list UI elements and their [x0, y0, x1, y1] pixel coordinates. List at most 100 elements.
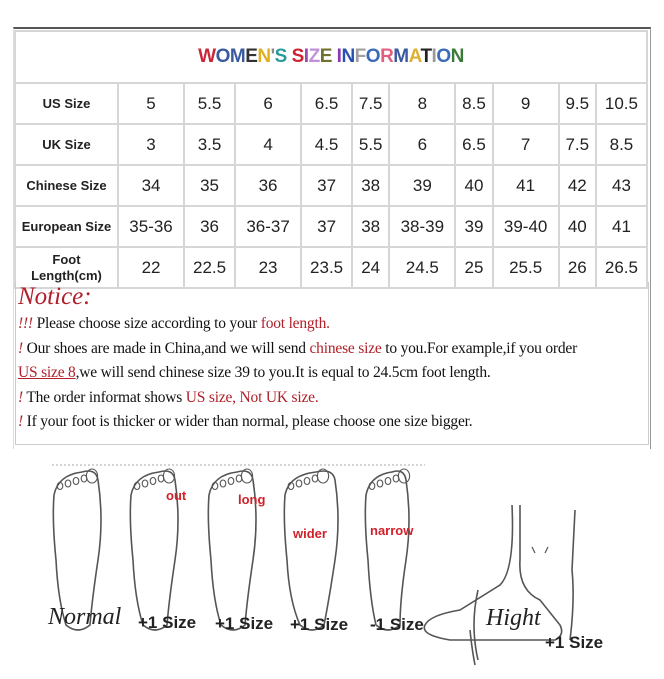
table-cell: 38 [351, 164, 391, 207]
title-letter: N [450, 46, 465, 67]
table-cell: 38 [351, 205, 391, 248]
title-letter: F [354, 46, 367, 67]
row-label: European Size [14, 205, 119, 248]
title-letter: I [336, 46, 342, 67]
table-cell: 39 [388, 164, 457, 207]
notice-heading: Notice: [18, 283, 92, 310]
table-cell: 5.5 [351, 123, 391, 166]
notice-line-1: !!! Please choose size according to your… [18, 315, 330, 332]
table-cell: 6 [234, 82, 303, 125]
table-cell: 3.5 [183, 123, 237, 166]
table-cell: 42 [557, 164, 597, 207]
title-letter: O [215, 46, 231, 67]
table-cell: 39 [454, 205, 494, 248]
table-cell: 40 [454, 164, 494, 207]
table-cell: 24.5 [388, 246, 457, 289]
sole-outline [364, 468, 411, 631]
table-row: UK Size 3 3.5 4 4.5 5.5 6 6.5 7 7.5 8.5 [14, 123, 649, 166]
sole-outline [52, 468, 102, 631]
table-cell: 5 [116, 82, 186, 125]
table-cell: 36 [183, 205, 237, 248]
sole-outline [129, 468, 179, 631]
table-cell: 8.5 [594, 123, 649, 166]
title-letter: T [420, 46, 432, 67]
title-letter: S [291, 46, 305, 67]
table-cell: 7.5 [351, 82, 391, 125]
table-cell: 9.5 [557, 82, 597, 125]
row-label-line: Length(cm) [31, 267, 102, 283]
table-cell: 3 [116, 123, 186, 166]
title-letter: R [380, 46, 394, 67]
tag-wider: wider [293, 526, 327, 541]
table-row: Chinese Size 34 35 36 37 38 39 40 41 42 43 [14, 164, 649, 207]
table-cell: 38-39 [388, 205, 457, 248]
label-out-size: +1 Size [138, 613, 197, 632]
table-cell: 22 [116, 246, 186, 289]
table-cell: 41 [491, 164, 560, 207]
label-narrow-size: -1 Size [370, 615, 424, 634]
table-cell: 26.5 [594, 246, 649, 289]
size-table: WOMEN'S SIZE INFORMATION US Size 5 5.5 6 6.5… [14, 30, 649, 289]
table-cell: 26 [557, 246, 597, 289]
label-hight-size: +1 Size [545, 633, 604, 652]
notice-line-4: ! The order informat shows US size, Not … [18, 388, 319, 406]
title-letter: O [436, 46, 451, 67]
sole-outline [207, 468, 257, 631]
notice-section: Notice: !!! Please choose size according… [15, 282, 649, 445]
table-cell: 9 [491, 82, 560, 125]
row-label: US Size [14, 82, 119, 125]
table-cell: 10.5 [594, 82, 649, 125]
title-letter: Z [308, 46, 321, 67]
label-long-size: +1 Size [215, 614, 274, 633]
chart-title: WOMEN'S SIZE INFORMATION [14, 30, 648, 84]
table-cell: 34 [116, 164, 186, 207]
title-letter: N [257, 46, 271, 67]
notice-line-5: ! If your foot is thicker or wider than … [18, 413, 473, 430]
table-cell: 37 [300, 205, 354, 248]
table-cell: 39-40 [491, 205, 560, 248]
table-cell: 6 [388, 123, 457, 166]
table-cell: 43 [594, 164, 649, 207]
tag-out: out [166, 488, 187, 503]
table-cell: 23.5 [300, 246, 354, 289]
side-foot-icon [423, 504, 576, 666]
title-letter: E [245, 46, 258, 67]
table-cell: 4 [234, 123, 303, 166]
table-cell: 23 [234, 246, 303, 289]
title-letter: S [274, 46, 288, 67]
table-cell: 6.5 [300, 82, 354, 125]
table-cell: 25 [454, 246, 494, 289]
tag-narrow: narrow [370, 523, 414, 538]
table-row: European Size 35-36 36 36-37 37 38 38-39 39 39-4… [14, 205, 649, 248]
table-cell: 35 [183, 164, 237, 207]
title-letter: E [319, 46, 333, 67]
title-letter: I [303, 46, 309, 67]
table-cell: 5.5 [183, 82, 237, 125]
size-chart-frame [13, 27, 651, 449]
table-cell: 36-37 [234, 205, 303, 248]
title-letter: I [431, 46, 437, 67]
row-label: Foot Length(cm) [14, 246, 119, 289]
title-letter: A [408, 46, 421, 67]
row-label: UK Size [14, 123, 119, 166]
title-letter: M [229, 46, 246, 67]
table-cell: 40 [557, 205, 597, 248]
table-cell: 8.5 [454, 82, 494, 125]
foot-shape-illustration [52, 464, 576, 666]
table-cell: 4.5 [300, 123, 354, 166]
table-cell: 36 [234, 164, 303, 207]
title-letter: M [393, 46, 409, 67]
table-row: Foot Length(cm) 22 22.5 23 23.5 24 24.5 25 25.5 26… [14, 246, 649, 289]
table-cell: 7 [491, 123, 560, 166]
table-cell: 7.5 [557, 123, 597, 166]
label-hight: Hight [486, 605, 541, 631]
table-cell: 6.5 [454, 123, 494, 166]
tag-long: long [238, 492, 266, 507]
table-row: US Size 5 5.5 6 6.5 7.5 8 8.5 9 9.5 10.5 [14, 82, 649, 125]
title-letter: O [365, 46, 381, 67]
table-cell: 37 [300, 164, 354, 207]
label-normal: Normal [48, 604, 122, 630]
notice-line-2: ! Our shoes are made in China,and we wil… [18, 339, 578, 357]
table-cell: 22.5 [183, 246, 237, 289]
table-cell: 8 [388, 82, 457, 125]
